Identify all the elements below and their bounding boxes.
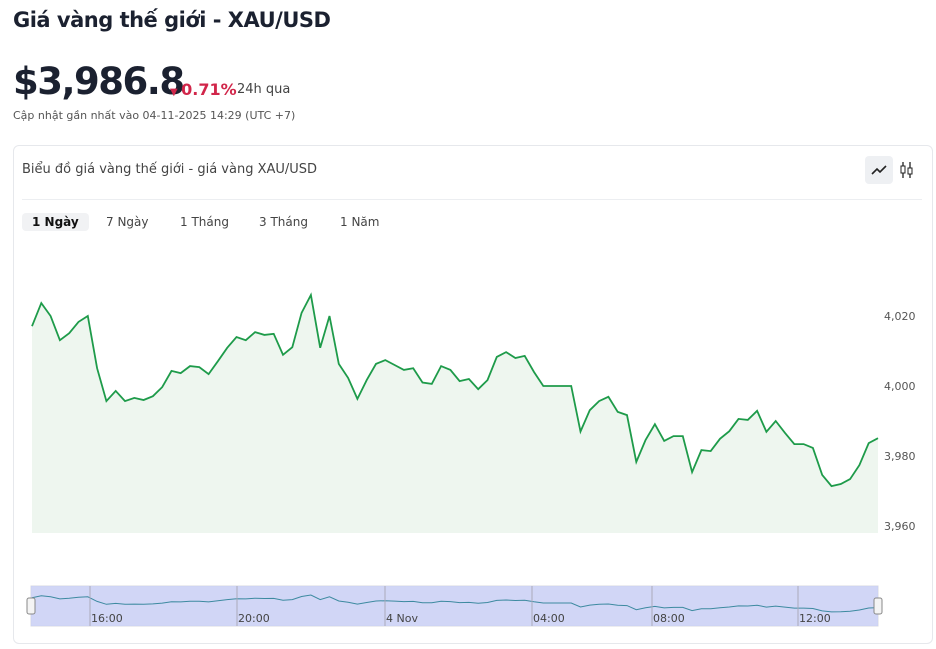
price-line xyxy=(31,292,879,488)
y-tick-label: 3,960 xyxy=(884,520,916,533)
range-tab[interactable]: 3 Tháng xyxy=(259,215,308,229)
divider xyxy=(22,199,922,200)
navigator-label: 12:00 xyxy=(799,612,831,625)
candle-chart-button[interactable] xyxy=(893,156,921,184)
change-period: 24h qua xyxy=(237,82,291,97)
navigator-line xyxy=(31,594,879,613)
navigator-handle xyxy=(26,597,36,615)
navigator-label: 08:00 xyxy=(653,612,685,625)
price: $3,986.8 xyxy=(13,60,185,103)
navigator-label: 04:00 xyxy=(533,612,565,625)
range-tab[interactable]: 1 Năm xyxy=(340,215,380,229)
navigator-handle xyxy=(873,597,883,615)
y-tick-label: 4,000 xyxy=(884,380,916,393)
change-value: 0.71% xyxy=(181,80,237,99)
navigator-label: 20:00 xyxy=(238,612,270,625)
y-tick-label: 4,020 xyxy=(884,310,916,323)
area xyxy=(32,295,878,533)
navigator-label: 4 Nov xyxy=(386,612,418,625)
navigator-label: 16:00 xyxy=(91,612,123,625)
candle-icon xyxy=(900,162,913,178)
chart-card xyxy=(13,145,933,644)
range-tab[interactable]: 1 Ngày xyxy=(22,213,89,231)
chart-title: Biểu đồ giá vàng thế giới - giá vàng XAU… xyxy=(22,162,318,177)
line-chart-button[interactable] xyxy=(865,156,893,184)
updated-time: Cập nhật gần nhất vào 04-11-2025 14:29 (… xyxy=(13,109,296,122)
price-change: ▼ 0.71% xyxy=(170,80,237,99)
range-tab[interactable]: 1 Tháng xyxy=(180,215,229,229)
y-tick-label: 3,980 xyxy=(884,450,916,463)
line-icon xyxy=(871,165,887,175)
range-tab[interactable]: 7 Ngày xyxy=(106,215,149,229)
page-title: Giá vàng thế giới - XAU/USD xyxy=(13,8,331,32)
